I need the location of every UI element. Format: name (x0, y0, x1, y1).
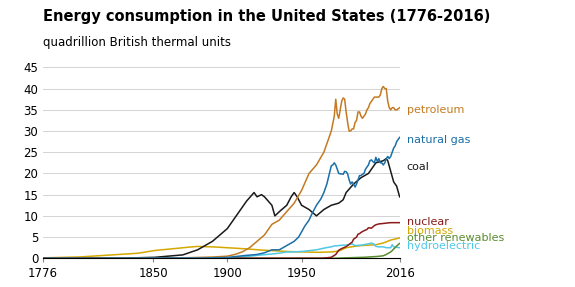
Text: nuclear: nuclear (407, 217, 448, 227)
Text: coal: coal (407, 162, 430, 172)
Text: Energy consumption in the United States (1776-2016): Energy consumption in the United States … (43, 9, 490, 24)
Text: quadrillion British thermal units: quadrillion British thermal units (43, 36, 231, 49)
Text: hydroelectric: hydroelectric (407, 241, 480, 251)
Text: other renewables: other renewables (407, 233, 504, 243)
Text: natural gas: natural gas (407, 135, 470, 145)
Text: biomass: biomass (407, 226, 453, 236)
Text: petroleum: petroleum (407, 105, 464, 115)
